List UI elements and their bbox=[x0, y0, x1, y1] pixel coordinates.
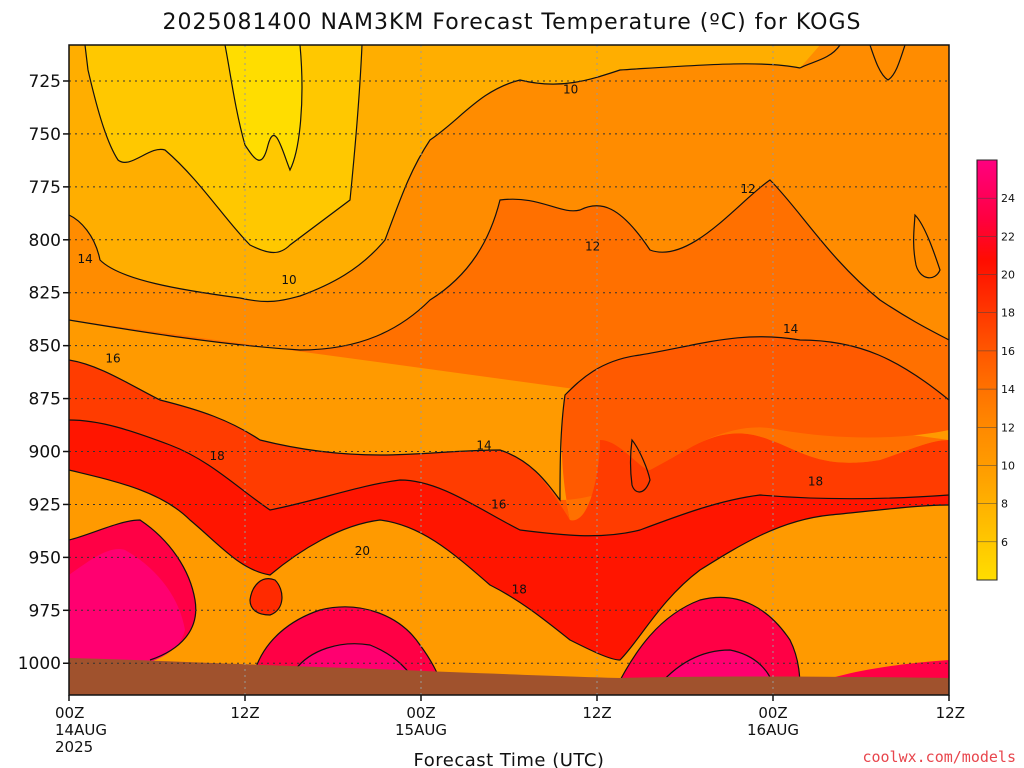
colorbar-label: 22 bbox=[1001, 230, 1015, 243]
y-tick-label: 850 bbox=[29, 337, 61, 357]
x-axis-title: Forecast Time (UTC) bbox=[414, 750, 605, 768]
x-tick-label: 16AUG bbox=[747, 721, 799, 739]
y-tick-label: 1000 bbox=[18, 654, 61, 674]
contour-line bbox=[913, 213, 941, 279]
contour-line bbox=[69, 469, 949, 661]
band-22-24-region bbox=[69, 549, 775, 690]
colorbar-label: 24 bbox=[1001, 192, 1015, 205]
contour-label: 12 bbox=[740, 182, 755, 196]
x-tick-label: 15AUG bbox=[395, 721, 447, 739]
contour-label: 20 bbox=[355, 544, 370, 558]
y-tick-label: 975 bbox=[29, 601, 61, 621]
contour-label: 12 bbox=[585, 239, 600, 253]
band-18-20-region bbox=[69, 420, 949, 660]
contour-label: 14 bbox=[77, 252, 92, 266]
contour-line bbox=[614, 596, 801, 691]
contour-line bbox=[69, 419, 949, 537]
contour-line bbox=[654, 649, 776, 691]
contour-lines bbox=[69, 45, 949, 691]
y-tick-label: 925 bbox=[29, 495, 61, 515]
band-16-18-region bbox=[69, 360, 949, 536]
colorbar-label: 12 bbox=[1001, 421, 1015, 434]
contour-label: 18 bbox=[512, 582, 527, 596]
colorbar-label: 20 bbox=[1001, 269, 1015, 282]
credit-link[interactable]: coolwx.com/models bbox=[862, 748, 1016, 766]
y-tick-label: 825 bbox=[29, 284, 61, 304]
plot-area bbox=[69, 45, 949, 695]
contour-line bbox=[69, 179, 949, 351]
y-tick-label: 900 bbox=[29, 443, 61, 463]
y-tick-label: 875 bbox=[29, 390, 61, 410]
contour-line bbox=[224, 45, 303, 172]
x-tick-label: 12Z bbox=[230, 704, 259, 722]
colorbar-label: 14 bbox=[1001, 383, 1015, 396]
contour-line bbox=[249, 578, 283, 616]
y-tick-label: 800 bbox=[29, 231, 61, 251]
band-20-22-region bbox=[69, 520, 949, 690]
contour-line bbox=[799, 45, 841, 69]
colorbar-fill bbox=[976, 159, 998, 581]
x-tick-label: 14AUG bbox=[55, 721, 107, 739]
contour-label: 14 bbox=[476, 438, 491, 452]
y-tick-label: 775 bbox=[29, 178, 61, 198]
contour-label: 16 bbox=[491, 498, 506, 512]
colorbar: 6 8 10 12 14 16 18 20 22 24 bbox=[976, 159, 1015, 581]
band-4-6-region bbox=[225, 45, 302, 170]
x-tick-label: 12Z bbox=[936, 704, 965, 722]
contour-line bbox=[869, 45, 906, 81]
colorbar-label: 18 bbox=[1001, 307, 1015, 320]
ground-surface bbox=[69, 658, 949, 695]
colorbar-label: 8 bbox=[1001, 498, 1008, 511]
contour-label: 16 bbox=[105, 351, 120, 365]
contour-line bbox=[69, 519, 197, 661]
colorbar-label: 10 bbox=[1001, 459, 1015, 472]
contour-line bbox=[629, 438, 651, 493]
x-tick-label: 2025 bbox=[55, 738, 93, 756]
contour-line bbox=[69, 63, 801, 303]
contour-labels: 10 10 12 12 14 14 14 16 16 18 18 18 20 bbox=[77, 83, 823, 597]
colorbar-ticks: 6 8 10 12 14 16 18 20 22 24 bbox=[977, 159, 1015, 581]
contour-line bbox=[84, 45, 363, 254]
colorbar-label: 6 bbox=[1001, 536, 1008, 549]
x-tick-label: 00Z bbox=[406, 704, 435, 722]
band-local-cell bbox=[250, 578, 282, 615]
y-tick-label: 750 bbox=[29, 125, 61, 145]
colorbar-label: 16 bbox=[1001, 345, 1015, 358]
contour-label: 18 bbox=[808, 474, 823, 488]
x-tick-label: 00Z bbox=[758, 704, 787, 722]
y-axis: 725 750 775 800 825 850 875 900 925 950 975 1000 bbox=[18, 72, 69, 674]
x-tick-label: 00Z bbox=[55, 704, 84, 722]
contour-label: 10 bbox=[563, 83, 578, 97]
contour-line bbox=[254, 606, 446, 691]
contour-label: 14 bbox=[783, 322, 798, 336]
band-12-14-region bbox=[69, 180, 949, 521]
x-tick-label: 12Z bbox=[582, 704, 611, 722]
band-14-16-region bbox=[69, 280, 949, 520]
contour-label: 10 bbox=[281, 273, 296, 287]
contour-label: 18 bbox=[209, 449, 224, 463]
y-tick-label: 950 bbox=[29, 548, 61, 568]
y-tick-label: 725 bbox=[29, 72, 61, 92]
contour-line bbox=[69, 336, 949, 502]
plot-frame bbox=[68, 44, 950, 696]
chart-title: 2025081400 NAM3KM Forecast Temperature (… bbox=[163, 10, 862, 35]
